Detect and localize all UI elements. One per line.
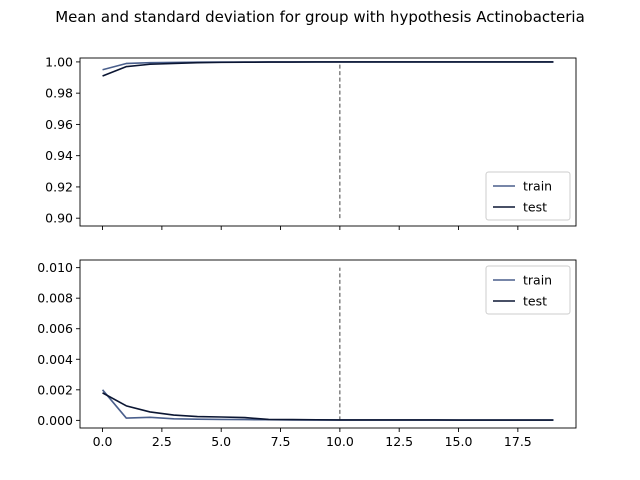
std-xtick-label: 0.0 (93, 434, 113, 449)
std-xtick-label: 7.5 (271, 434, 291, 449)
std-xtick-label: 10.0 (326, 434, 354, 449)
mean-series-test (102, 61, 554, 77)
std-axes-frame (79, 259, 577, 429)
std-ytick-label: 0.002 (37, 382, 73, 397)
mean-ytick-label: 0.90 (45, 211, 73, 226)
std-series-test (102, 392, 554, 421)
mean-axes-frame (79, 57, 577, 227)
std-legend-label-train: train (523, 273, 552, 288)
std-xtick-label: 2.5 (152, 434, 172, 449)
mean-panel: 0.90 0.92 0.94 0.96 0.98 1.00 train test (45, 54, 577, 230)
std-ytick-label: 0.010 (37, 260, 73, 275)
std-legend (485, 265, 571, 315)
mean-ytick-label: 0.94 (45, 148, 73, 163)
std-legend-label-test: test (523, 294, 547, 309)
mean-legend (485, 171, 571, 221)
std-ytick-label: 0.006 (37, 321, 73, 336)
mean-ytick-label: 0.92 (45, 179, 73, 194)
std-xtick-label: 15.0 (445, 434, 473, 449)
mean-legend-label-train: train (523, 179, 552, 194)
std-ytick-label: 0.004 (37, 352, 73, 367)
std-panel: 0.000 0.002 0.004 0.006 0.008 0.010 0.0 2.5 5.0 7… (37, 259, 577, 449)
std-ytick-label: 0.008 (37, 291, 73, 306)
std-xtick-label: 17.5 (504, 434, 532, 449)
std-xtick-label: 12.5 (385, 434, 413, 449)
mean-ytick-label: 0.98 (45, 86, 73, 101)
mean-ytick-label: 1.00 (45, 54, 73, 69)
std-ytick-label: 0.000 (37, 413, 73, 428)
mean-ytick-label: 0.96 (45, 117, 73, 132)
std-xtick-label: 5.0 (211, 434, 231, 449)
figure-title: Mean and standard deviation for group wi… (55, 8, 585, 26)
mean-legend-label-test: test (523, 200, 547, 215)
